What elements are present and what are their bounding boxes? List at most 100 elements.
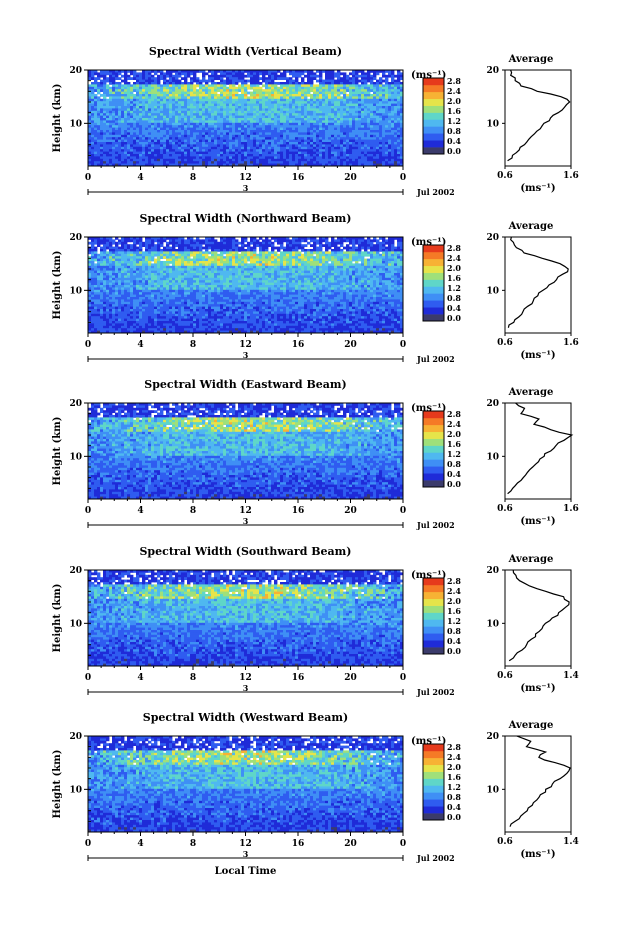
heatmap-cell — [307, 80, 310, 83]
heatmap-cell — [385, 92, 388, 95]
heatmap-cell — [343, 80, 346, 83]
heatmap-cell — [310, 111, 313, 114]
heatmap-cell — [169, 96, 172, 99]
heatmap-cell — [298, 94, 301, 97]
heatmap-cell — [373, 72, 376, 75]
heatmap-cell — [325, 72, 328, 75]
heatmap-cell — [385, 142, 388, 145]
heatmap-cell — [385, 251, 388, 254]
heatmap-cell — [175, 140, 178, 143]
heatmap-cell — [250, 242, 253, 245]
heatmap-cell — [142, 118, 145, 121]
heatmap-cell — [148, 89, 151, 92]
heatmap-cell — [352, 104, 355, 107]
heatmap-cell — [361, 104, 364, 107]
colorbar-segment — [423, 133, 444, 140]
heatmap-cell — [397, 137, 400, 140]
heatmap-cell — [205, 104, 208, 107]
heatmap-cell — [355, 94, 358, 97]
heatmap-cell — [325, 149, 328, 152]
heatmap-cell — [385, 149, 388, 152]
heatmap-cell — [310, 161, 313, 164]
heatmap-cell — [115, 161, 118, 164]
heatmap-cell — [304, 135, 307, 138]
heatmap-cell — [229, 101, 232, 104]
heatmap-cell — [256, 161, 259, 164]
heatmap-cell — [124, 259, 127, 262]
heatmap-cell — [346, 96, 349, 99]
heatmap-cell — [94, 111, 97, 114]
heatmap-cell — [151, 123, 154, 126]
heatmap-cell — [265, 123, 268, 126]
heatmap-cell — [214, 82, 217, 85]
heatmap-cell — [223, 140, 226, 143]
heatmap-cell — [199, 128, 202, 131]
heatmap-cell — [235, 135, 238, 138]
heatmap-cell — [379, 87, 382, 90]
heatmap-cell — [160, 249, 163, 252]
heatmap-cell — [394, 137, 397, 140]
heatmap-cell — [268, 111, 271, 114]
heatmap-cell — [151, 80, 154, 83]
heatmap-cell — [109, 108, 112, 111]
heatmap-cell — [298, 123, 301, 126]
heatmap-cell — [229, 154, 232, 157]
heatmap-cell — [343, 84, 346, 87]
heatmap-cell — [232, 137, 235, 140]
heatmap-cell — [190, 244, 193, 247]
heatmap-cell — [391, 123, 394, 126]
heatmap-cell — [202, 135, 205, 138]
heatmap-cell — [334, 242, 337, 245]
heatmap-cell — [223, 94, 226, 97]
heatmap-cell — [208, 130, 211, 133]
heatmap-cell — [196, 161, 199, 164]
heatmap-cell — [154, 247, 157, 250]
heatmap-cell — [277, 118, 280, 121]
heatmap-cell — [205, 247, 208, 250]
heatmap-cell — [193, 156, 196, 159]
heatmap-cell — [286, 111, 289, 114]
heatmap-cell — [151, 108, 154, 111]
heatmap-cell — [349, 120, 352, 123]
heatmap-cell — [382, 132, 385, 135]
heatmap-cell — [262, 75, 265, 78]
heatmap-cell — [313, 140, 316, 143]
heatmap-cell — [193, 72, 196, 75]
heatmap-cell — [343, 125, 346, 128]
heatmap-cell — [325, 123, 328, 126]
heatmap-cell — [178, 140, 181, 143]
heatmap-cell — [259, 161, 262, 164]
heatmap-cell — [280, 72, 283, 75]
heatmap-cell — [391, 99, 394, 102]
heatmap-cell — [331, 96, 334, 99]
heatmap-cell — [253, 130, 256, 133]
heatmap-cell — [232, 254, 235, 257]
heatmap-cell — [103, 149, 106, 152]
heatmap-cell — [256, 154, 259, 157]
heatmap-cell — [139, 106, 142, 109]
heatmap-cell — [397, 130, 400, 133]
heatmap-cell — [226, 161, 229, 164]
heatmap-cell — [382, 152, 385, 155]
heatmap-cell — [274, 72, 277, 75]
heatmap-cell — [319, 128, 322, 131]
heatmap-cell — [211, 140, 214, 143]
heatmap-cell — [385, 242, 388, 245]
heatmap-cell — [148, 154, 151, 157]
heatmap-cell — [373, 244, 376, 247]
heatmap-cell — [214, 154, 217, 157]
heatmap-cell — [331, 137, 334, 140]
heatmap-cell — [253, 135, 256, 138]
heatmap-cell — [121, 135, 124, 138]
heatmap-cell — [127, 161, 130, 164]
heatmap-cell — [358, 254, 361, 257]
heatmap-cell — [352, 101, 355, 104]
heatmap-cell — [376, 125, 379, 128]
heatmap-cell — [106, 120, 109, 123]
heatmap-cell — [283, 147, 286, 150]
heatmap-cell — [322, 111, 325, 114]
heatmap-cell — [397, 152, 400, 155]
heatmap-cell — [133, 144, 136, 147]
heatmap-cell — [196, 80, 199, 83]
heatmap-cell — [355, 239, 358, 242]
